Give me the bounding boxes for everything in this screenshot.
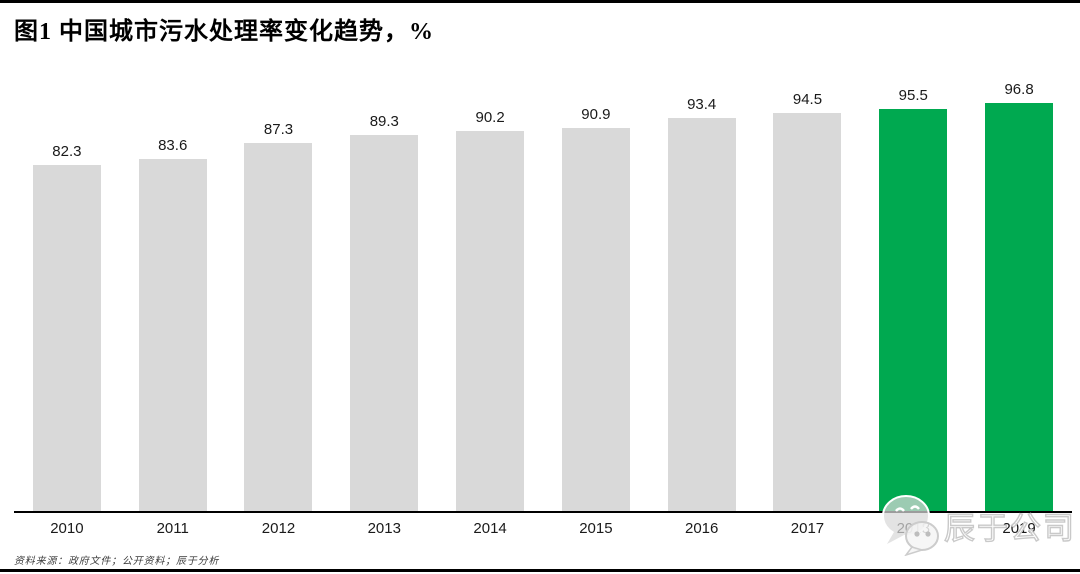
bar-value-label: 82.3 (52, 143, 82, 160)
bar-value-label: 95.5 (898, 87, 928, 104)
x-axis-label: 2014 (473, 520, 507, 537)
bar-2016 (667, 118, 736, 511)
bar-2010 (32, 165, 101, 511)
bar-2012 (244, 143, 313, 511)
chart-title: 图1 中国城市污水处理率变化趋势，% (14, 19, 434, 45)
bar-value-label: 87.3 (263, 121, 294, 138)
bar-column: 90.9 (543, 107, 649, 511)
bar-value-label: 90.2 (475, 109, 505, 126)
bar-2015 (561, 128, 630, 511)
bar-chart: 82.3 83.6 87.3 89.3 90.2 90.9 93.4 94.5 95.5 96.8 (14, 82, 1072, 513)
x-axis-label: 2013 (367, 520, 401, 537)
x-axis-label: 2015 (579, 520, 613, 537)
bar-column: 96.8 (966, 82, 1072, 511)
x-axis-label: 2019 (1002, 520, 1036, 537)
bar-value-label: 94.5 (792, 91, 823, 108)
x-axis-label: 2016 (684, 520, 719, 537)
source-note: 资料来源：政府文件；公开资料；辰于分析 (14, 556, 220, 567)
bar-column: 90.2 (437, 110, 543, 511)
bar-column: 82.3 (14, 144, 120, 511)
x-axis-label: 2018 (896, 520, 930, 537)
bar-2019 (985, 103, 1054, 511)
x-axis-label: 2011 (156, 520, 189, 537)
bottom-divider (0, 569, 1080, 572)
bar-value-label: 93.4 (687, 96, 717, 113)
x-axis-label: 2012 (261, 520, 296, 537)
bar-value-label: 96.8 (1004, 81, 1034, 98)
bar-value-label: 90.9 (581, 106, 611, 123)
x-axis-label: 2010 (50, 520, 84, 537)
bar-2011 (138, 159, 207, 511)
bar-column: 83.6 (120, 138, 226, 511)
bar-column: 93.4 (649, 97, 755, 511)
bar-2013 (350, 135, 419, 511)
bar-column: 87.3 (226, 122, 332, 511)
bar-2018 (879, 109, 948, 511)
bar-column: 94.5 (755, 92, 861, 511)
bar-2017 (773, 113, 842, 511)
top-divider (0, 0, 1080, 3)
bar-value-label: 83.6 (158, 137, 188, 154)
bar-value-label: 89.3 (369, 113, 399, 130)
bar-2014 (456, 131, 525, 511)
bar-column: 89.3 (331, 114, 437, 511)
x-axis: 2010 2011 2012 2013 2014 2015 2016 2017 2018 2019 (14, 513, 1072, 536)
x-axis-label: 2017 (790, 520, 825, 537)
bar-column: 95.5 (860, 88, 966, 511)
